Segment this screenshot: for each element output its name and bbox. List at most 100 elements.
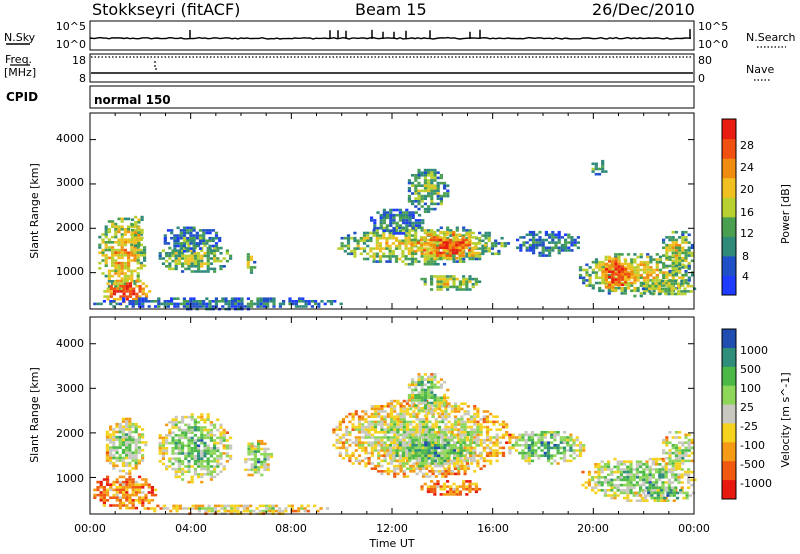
freq-left-label-2: [MHz] <box>4 66 36 79</box>
data-cell <box>115 499 119 502</box>
data-cell <box>186 249 190 253</box>
data-cell <box>417 393 421 397</box>
data-cell <box>645 284 649 288</box>
data-cell <box>546 449 551 452</box>
data-cell <box>176 244 180 248</box>
data-cell <box>560 236 564 239</box>
data-cell <box>452 260 456 263</box>
data-cell <box>161 441 165 445</box>
data-cell <box>423 391 427 394</box>
data-cell <box>144 441 148 444</box>
data-cell <box>187 423 191 427</box>
data-cell <box>348 459 352 463</box>
data-cell <box>130 277 134 280</box>
data-cell <box>481 247 485 250</box>
data-cell <box>165 449 169 453</box>
data-cell <box>441 454 445 457</box>
data-cell <box>448 254 452 257</box>
data-cell <box>158 257 162 260</box>
data-cell <box>430 179 434 182</box>
data-cell <box>190 259 194 263</box>
data-cell <box>138 496 142 499</box>
data-cell <box>298 300 302 303</box>
data-cell <box>121 433 125 436</box>
data-cell <box>356 239 360 243</box>
data-cell <box>128 302 132 306</box>
data-cell <box>141 435 145 439</box>
data-cell <box>519 243 523 247</box>
data-cell <box>144 493 148 497</box>
data-cell <box>383 433 387 437</box>
data-cell <box>174 249 178 252</box>
data-cell <box>433 168 437 172</box>
freq-panel: Freq. [MHz] 18 8 80 0 Nave <box>4 53 774 85</box>
data-cell <box>440 436 444 439</box>
data-cell <box>409 467 413 470</box>
data-cell <box>370 433 374 437</box>
data-cell <box>375 234 379 237</box>
data-cell <box>396 464 400 468</box>
data-cell <box>498 441 502 444</box>
data-cell <box>389 446 393 450</box>
data-cell <box>678 243 682 247</box>
data-cell <box>130 231 135 234</box>
data-cell <box>608 283 612 287</box>
data-cell <box>114 285 118 288</box>
data-cell <box>576 246 580 250</box>
data-cell <box>380 418 384 421</box>
data-cell <box>259 300 263 303</box>
data-cell <box>389 457 393 460</box>
data-cell <box>203 454 207 458</box>
data-cell <box>213 452 217 455</box>
data-cell <box>338 454 342 457</box>
data-cell <box>150 493 154 497</box>
data-cell <box>115 496 119 499</box>
data-cell <box>293 509 298 513</box>
data-cell <box>214 300 218 303</box>
data-cell <box>430 412 434 415</box>
data-cell <box>389 410 394 413</box>
data-cell <box>514 441 519 444</box>
data-cell <box>448 243 452 247</box>
data-cell <box>181 431 185 434</box>
data-cell <box>405 433 409 437</box>
data-cell <box>661 481 665 484</box>
data-cell <box>224 300 228 303</box>
data-cell <box>690 254 694 257</box>
data-cell <box>370 436 374 439</box>
data-cell <box>206 249 210 252</box>
data-cell <box>521 449 525 452</box>
data-cell <box>150 486 154 489</box>
data-cell <box>417 202 421 206</box>
data-cell <box>664 279 668 283</box>
data-cell <box>147 305 151 308</box>
data-cell <box>389 459 394 463</box>
data-cell <box>200 449 204 453</box>
data-cell <box>136 248 140 252</box>
data-cell <box>120 272 124 275</box>
data-cell <box>626 483 630 487</box>
data-cell <box>105 446 109 449</box>
data-cell <box>272 305 276 308</box>
data-cell <box>125 417 129 421</box>
data-cell <box>112 504 116 507</box>
data-cell <box>516 238 520 242</box>
data-cell <box>540 431 544 434</box>
data-cell <box>383 451 387 455</box>
data-cell <box>282 302 286 306</box>
data-cell <box>213 447 217 450</box>
data-cell <box>105 435 109 439</box>
data-cell <box>489 412 493 416</box>
data-cell <box>407 247 411 250</box>
data-cell <box>471 242 475 245</box>
data-cell <box>125 446 129 449</box>
data-cell <box>405 407 410 411</box>
data-cell <box>415 441 419 444</box>
data-cell <box>122 297 126 300</box>
data-cell <box>174 426 178 429</box>
data-cell <box>399 423 403 426</box>
data-cell <box>186 239 190 243</box>
data-cell <box>455 487 459 491</box>
data-cell <box>213 249 217 252</box>
data-cell <box>214 234 219 237</box>
